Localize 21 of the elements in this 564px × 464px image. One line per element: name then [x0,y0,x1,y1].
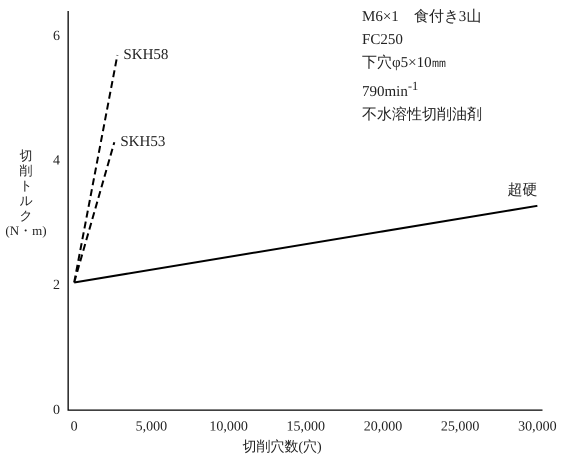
x-tick-label: 0 [70,419,78,434]
y-axis-title: 切削トルク(N・m) [4,148,48,238]
annotation: 790min$^{-1}$ [362,78,420,102]
series-label: SKH58 [123,46,168,63]
y-tick-label: 4 [53,154,60,169]
x-tick-label: 25,000 [440,419,480,434]
annotation: M6×1 食付き3山 [362,8,482,27]
annotation: 不水溶性切削油剤 [362,105,482,125]
x-tick-label: 20,000 [364,419,402,434]
annotation: FC250 [362,31,404,50]
x-tick-label: 10,000 [209,419,248,434]
x-tick-label: 30,000 [518,419,557,434]
x-tick-label: 5,000 [136,419,168,434]
y-tick-label: 6 [53,28,60,44]
series-label: SKH53 [120,134,166,150]
annotation: 下穴φ5×10㎜ [362,54,448,73]
y-tick-label: 0 [53,402,60,418]
x-axis-title: 切削穴数(穴) [241,438,323,456]
y-tick-label: 2 [53,278,60,294]
x-tick-label: 15,000 [286,419,326,434]
series-label: 超硬 [507,181,538,198]
